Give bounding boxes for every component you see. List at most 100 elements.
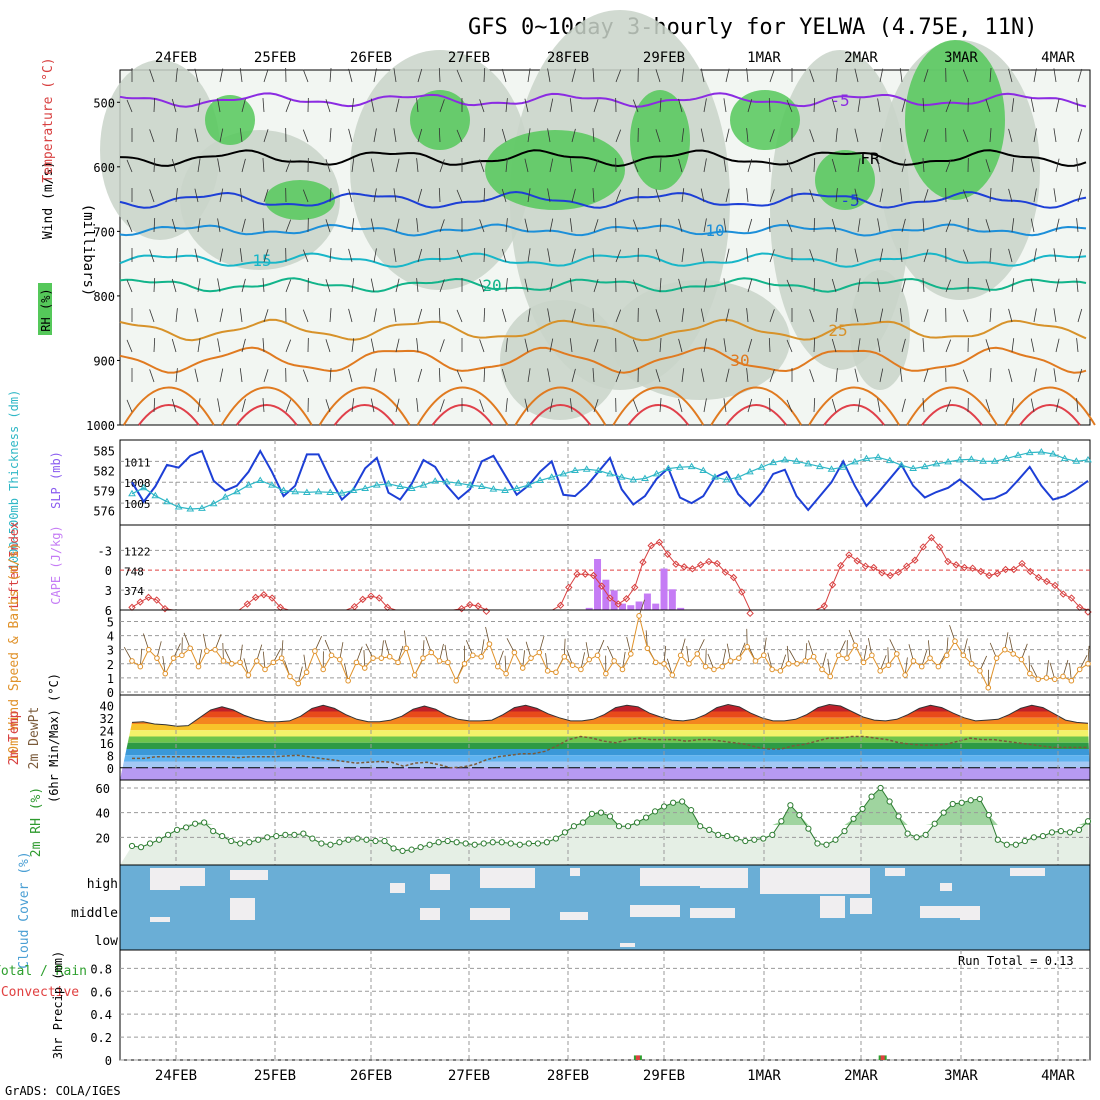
wind-barb (439, 643, 444, 662)
upper-wind-barb (1033, 188, 1037, 203)
rh2m-point (372, 837, 379, 845)
upper-wind-barb (723, 338, 727, 353)
upper-wind-barb (592, 68, 595, 83)
upper-wind-barb (569, 98, 573, 113)
upper-wind-barb (456, 369, 463, 383)
li-point (631, 583, 639, 592)
upper-wind-barb (569, 158, 573, 173)
wind-point (278, 655, 285, 661)
upper-wind-barb (285, 339, 292, 353)
upper-wind-barb (1055, 278, 1060, 293)
isotherm-line-2 (119, 190, 1087, 209)
cloud-gap-4 (430, 874, 450, 890)
upper-wind-barb (373, 308, 377, 323)
upper-wind-barb (149, 189, 155, 203)
thickness-point (920, 462, 929, 470)
upper-wind-barb (835, 188, 838, 203)
wind-point (785, 660, 792, 667)
rh2m-point (354, 835, 361, 842)
upper-wind-barb (1055, 98, 1060, 113)
upper-wind-barb (439, 159, 445, 173)
wind-point (403, 645, 410, 652)
rh2m-point (742, 837, 749, 845)
upper-wind-barb (569, 338, 573, 353)
thickness-point (302, 488, 311, 495)
li-point (919, 543, 927, 551)
wind-point (436, 658, 443, 664)
upper-wind-barb (854, 368, 859, 383)
wind-barb (1069, 662, 1072, 681)
upper-wind-barb (1076, 98, 1079, 113)
upper-wind-barb (703, 218, 707, 233)
upper-wind-barb (877, 98, 881, 113)
rh2m-point (931, 820, 938, 827)
wind-point (470, 652, 476, 659)
li-point (251, 593, 260, 602)
upper-wind-barb (501, 308, 507, 323)
wind-barb (887, 647, 889, 666)
wind-tick-1: 1 (107, 672, 114, 686)
upper-wind-barb (768, 218, 771, 233)
wind-point (968, 660, 975, 667)
upper-wind-barb (483, 128, 486, 143)
rh2m-point (128, 842, 136, 850)
thickness-point (337, 489, 346, 496)
isotherm-line-4 (119, 252, 1087, 268)
cloud-level-middle: middle (71, 906, 118, 921)
li-point (1051, 581, 1059, 590)
wind-point (661, 660, 667, 667)
upper-wind-barb (456, 249, 463, 263)
upper-wind-barb (747, 158, 753, 173)
li-point (639, 558, 647, 566)
upper-wind-barb (593, 219, 599, 233)
wind-point (328, 652, 335, 659)
upper-wind-barb (262, 158, 265, 173)
upper-wind-barb (505, 98, 508, 113)
upper-wind-barb (373, 68, 377, 83)
upper-wind-barb (416, 278, 419, 293)
upper-wind-barb (285, 399, 292, 413)
thickness-point (314, 487, 323, 495)
upper-wind-barb (171, 278, 177, 293)
li-point (902, 562, 911, 570)
temp-band-6 (120, 736, 1090, 743)
wind-point (1051, 676, 1058, 683)
wind-barb (297, 666, 303, 684)
upper-wind-barb (768, 158, 771, 173)
thickness-point (128, 489, 136, 497)
upper-wind-barb (571, 188, 576, 203)
isotherm-label-2: -5 (840, 191, 859, 210)
thickness-point (652, 469, 661, 477)
li-point (556, 601, 565, 610)
wind-point (445, 659, 451, 666)
upper-wind-barb (1053, 308, 1057, 323)
wind-tick-5: 5 (107, 615, 114, 629)
upper-wind-barb (194, 368, 199, 383)
upper-wind-barb (395, 218, 400, 233)
cloud-gap-19 (690, 908, 735, 918)
upper-wind-barb (1053, 68, 1057, 83)
upper-wind-barb (700, 188, 705, 203)
rh2m-point (1084, 818, 1092, 825)
upper-wind-barb (126, 219, 133, 233)
li-point (705, 557, 713, 566)
top-date-6: 1MAR (747, 50, 781, 66)
upper-wind-barb (747, 398, 753, 413)
upper-wind-barb (571, 368, 576, 383)
rh2m-point (137, 844, 145, 851)
rh2m-point (201, 819, 208, 826)
li-point (663, 550, 672, 558)
isotherm-line-0 (119, 92, 1087, 108)
wind-point (204, 648, 210, 654)
upper-wind-barb (901, 278, 906, 293)
upper-wind-barb (329, 368, 332, 383)
upper-wind-barb (700, 68, 705, 83)
upper-wind-barb (1030, 218, 1035, 233)
thickness-point (454, 479, 463, 486)
upper-wind-barb (438, 248, 441, 263)
upper-wind-barb (923, 189, 929, 203)
upper-wind-barb (149, 369, 155, 383)
rh2m-point (408, 846, 415, 853)
wind-point (345, 677, 351, 684)
wind-point (295, 680, 302, 687)
